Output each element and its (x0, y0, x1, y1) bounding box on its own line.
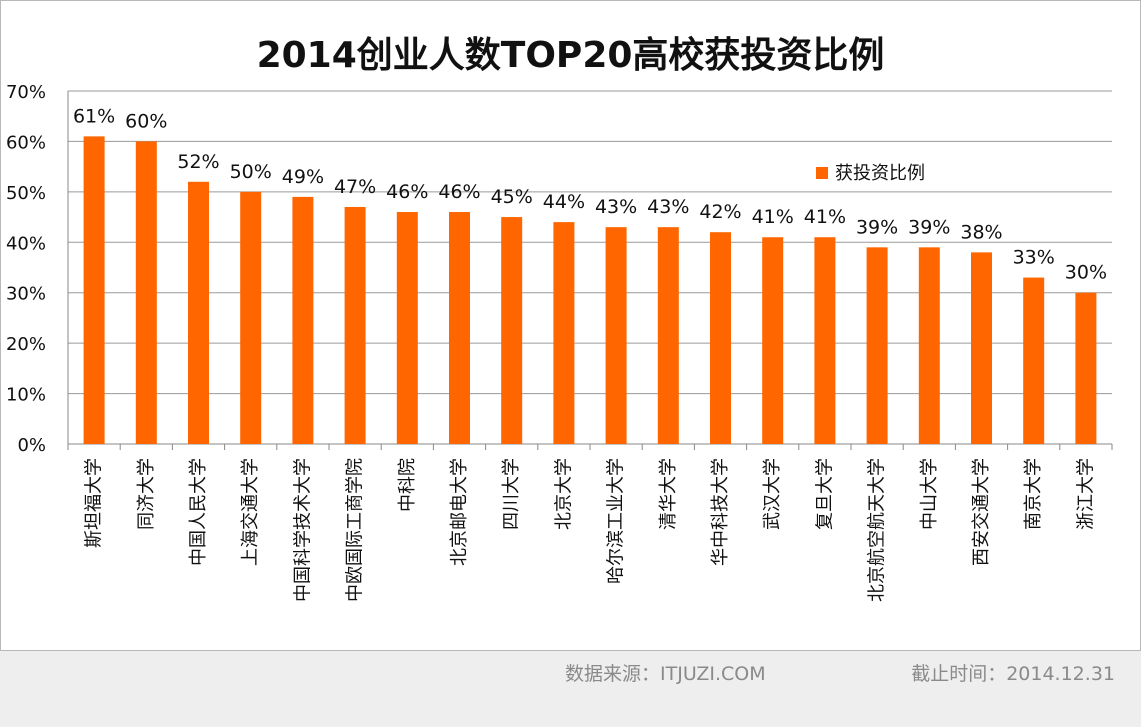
bar (1023, 277, 1045, 444)
x-tick-label: 四川大学 (501, 458, 522, 530)
data-label: 45% (491, 186, 533, 208)
data-label: 50% (230, 161, 272, 183)
x-tick-label: 北京邮电大学 (449, 458, 470, 566)
x-tick-label: 北京大学 (553, 458, 574, 530)
x-tick-label: 斯坦福大学 (84, 458, 105, 548)
footer-source: 数据来源：ITJUZI.COM (565, 663, 766, 685)
bar (866, 247, 888, 444)
legend-label: 获投资比例 (835, 163, 925, 184)
x-tick-label: 上海交通大学 (240, 458, 261, 566)
footer-date: 截止时间：2014.12.31 (911, 663, 1115, 685)
bar (971, 252, 992, 444)
bar-chart: 0% 10% 20% 30% 40% 50% 60% 70% 61% 斯坦福大学 60% 同济大学 52… (6, 82, 1113, 602)
chart-title: 2014创业人数TOP20高校获投资比例 (256, 35, 885, 76)
bar (553, 222, 575, 444)
x-tick-label: 南京大学 (1023, 458, 1044, 530)
data-label: 41% (752, 206, 794, 228)
bar (292, 196, 314, 444)
bar (396, 212, 418, 444)
x-tick-label: 中山大学 (919, 458, 940, 530)
x-tick-label: 中科院 (397, 458, 418, 512)
footer: 数据来源：ITJUZI.COM 截止时间：2014.12.31 (0, 651, 1141, 727)
bar (240, 191, 262, 444)
x-tick-label: 清华大学 (658, 458, 679, 530)
x-tick-label: 中欧国际工商学院 (345, 458, 366, 602)
bar (1075, 292, 1097, 444)
y-tick-label: 10% (6, 385, 46, 406)
bar (918, 247, 940, 444)
y-tick-label: 0% (17, 435, 46, 456)
data-label: 47% (334, 176, 376, 198)
x-tick-label: 复旦大学 (814, 458, 835, 530)
x-tick-label: 中国人民大学 (188, 458, 209, 566)
x-tick-label: 浙江大学 (1075, 458, 1096, 530)
data-label: 46% (386, 181, 428, 203)
data-label: 52% (177, 151, 219, 173)
y-tick-label: 20% (6, 334, 46, 355)
data-label: 49% (282, 166, 324, 188)
data-label: 60% (125, 110, 167, 132)
data-label: 43% (647, 196, 689, 218)
data-label: 44% (543, 191, 585, 213)
y-tick-label: 40% (6, 233, 46, 254)
data-label: 33% (1013, 247, 1055, 269)
legend-swatch (816, 167, 828, 179)
data-label: 61% (73, 105, 115, 127)
x-tick-label: 中国科学技术大学 (292, 458, 313, 602)
data-label: 46% (438, 181, 480, 203)
y-tick-label: 50% (6, 183, 46, 204)
bar (501, 217, 523, 444)
bar (135, 141, 157, 444)
x-tick-label: 北京航空航天大学 (867, 458, 888, 602)
x-tick-label: 华中科技大学 (710, 458, 731, 566)
y-tick-label: 30% (6, 284, 46, 305)
data-label: 43% (595, 196, 637, 218)
y-tick-label: 70% (6, 82, 46, 103)
data-label: 42% (699, 201, 741, 223)
bar (188, 181, 209, 444)
bar (344, 206, 366, 444)
x-tick-label: 同济大学 (136, 458, 157, 530)
bar (605, 227, 627, 444)
x-tick-label: 西安交通大学 (971, 458, 992, 566)
data-label: 30% (1065, 262, 1107, 284)
data-label: 38% (960, 221, 1002, 243)
data-label: 41% (804, 206, 846, 228)
x-tick-label: 武汉大学 (762, 458, 783, 530)
data-label: 39% (856, 216, 898, 238)
x-tick-label: 哈尔滨工业大学 (606, 458, 627, 584)
bar (814, 237, 836, 444)
data-label: 39% (908, 216, 950, 238)
bar (762, 237, 784, 444)
bar (449, 212, 470, 444)
bar (657, 227, 679, 444)
bar (710, 232, 731, 444)
bar (83, 136, 105, 444)
y-tick-label: 60% (6, 132, 46, 153)
